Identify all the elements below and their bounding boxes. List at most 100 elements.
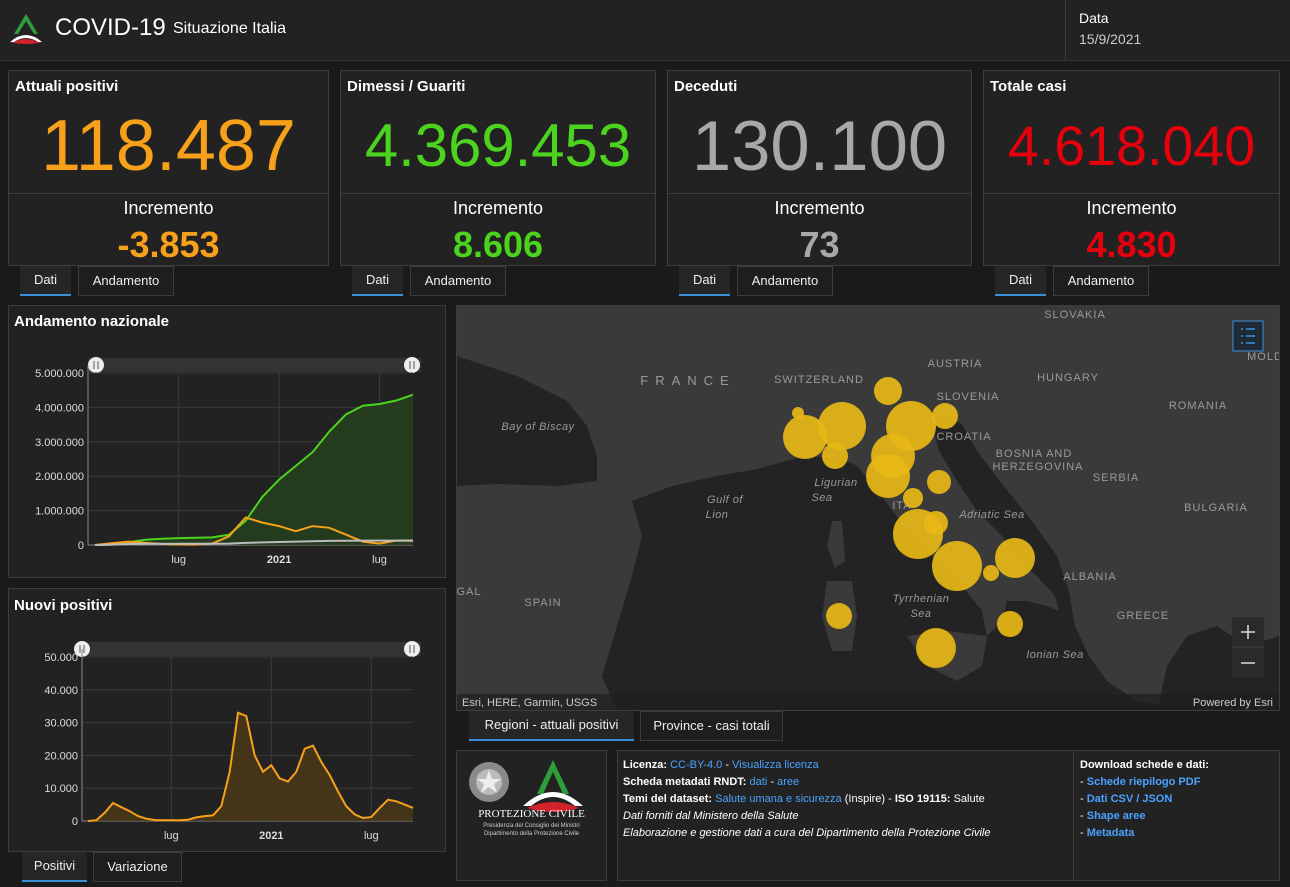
map-label: BOSNIA AND: [996, 448, 1073, 460]
link[interactable]: CC-BY-4.0: [670, 759, 723, 771]
area: [95, 394, 413, 545]
map-label: Sea: [910, 608, 931, 620]
map-label: Ligurian: [814, 477, 857, 489]
map-label: HUNGARY: [1037, 372, 1099, 384]
bullet: -: [1080, 810, 1084, 822]
map-label: GREECE: [1117, 610, 1169, 622]
slider-grip: [79, 645, 85, 653]
slider-handle[interactable]: [404, 641, 420, 657]
y-tick-label: 10.000: [44, 783, 78, 795]
download-link[interactable]: Metadata: [1086, 827, 1135, 839]
bullet: -: [1080, 793, 1084, 805]
value: Salute: [953, 793, 985, 805]
app-subtitle: Situazione Italia: [173, 20, 286, 37]
tab[interactable]: Dati: [995, 266, 1046, 296]
legend-button[interactable]: [1232, 320, 1264, 352]
delta-label: Incremento: [774, 198, 865, 218]
tab[interactable]: Regioni - attuali positivi: [469, 711, 634, 741]
map-label: BULGARIA: [1184, 502, 1248, 514]
slider-grip: [409, 645, 415, 653]
bullet: -: [1080, 776, 1084, 788]
slider-handle[interactable]: [88, 357, 104, 373]
chart: Andamento nazionale 0 1.000.000 2.000.000 3.…: [14, 313, 421, 566]
tab[interactable]: Andamento: [1053, 266, 1149, 296]
link[interactable]: Salute umana e sicurezza: [715, 793, 842, 805]
delta-value: 4.830: [1086, 224, 1177, 265]
delta-value: 8.606: [452, 224, 544, 265]
processing-line: Elaborazione e gestione dati a cura del …: [623, 827, 991, 839]
delta-label: Incremento: [452, 198, 544, 218]
delta-label: Incremento: [123, 198, 214, 218]
y-tick-label: 40.000: [44, 685, 78, 697]
link[interactable]: aree: [777, 776, 800, 788]
date-label: Data: [1079, 10, 1109, 26]
stat-card: Dimessi / Guariti 4.369.453 Incremento 8.60…: [340, 70, 656, 266]
link[interactable]: Visualizza licenza: [732, 759, 819, 771]
tab[interactable]: Dati: [679, 266, 730, 296]
range-slider[interactable]: [82, 642, 421, 656]
link[interactable]: dati: [749, 776, 768, 788]
y-tick-label: 5.000.000: [35, 368, 84, 380]
download-link[interactable]: Shape aree: [1086, 810, 1146, 822]
map-label: SWITZERLAND: [774, 374, 864, 386]
map-label: SERBIA: [1093, 472, 1139, 484]
y-tick-label: 3.000.000: [35, 437, 84, 449]
divider: [341, 193, 655, 194]
tab[interactable]: Province - casi totali: [640, 711, 783, 741]
tab[interactable]: Dati: [20, 266, 71, 296]
tab[interactable]: Positivi: [22, 852, 87, 882]
chart: Nuovi positivi 0 10.000 20.000 30.000 40.000 5…: [14, 597, 421, 842]
map-label: HERZEGOVINA: [992, 461, 1083, 473]
separator: -: [725, 759, 729, 771]
license-line: Licenza: CC-BY-4.0 - Visualizza licenza: [623, 759, 819, 771]
map-label: Tyrrhenian: [893, 593, 950, 605]
tab[interactable]: Dati: [352, 266, 403, 296]
line: [94, 393, 414, 546]
x-tick-label: 2021: [267, 554, 291, 566]
stat-card: Deceduti 130.100 Incremento 73: [667, 70, 972, 266]
zoom-controls[interactable]: [1232, 617, 1264, 677]
divider: [984, 193, 1279, 194]
map-label: SLOVENIA: [936, 391, 999, 403]
delta-label: Incremento: [1086, 198, 1177, 218]
range-slider[interactable]: [88, 358, 421, 372]
y-tick-label: 0: [78, 540, 84, 552]
date-value: 15/9/2021: [1079, 31, 1142, 47]
line: [87, 711, 414, 822]
tab[interactable]: Andamento: [737, 266, 833, 296]
label: ISO 19115:: [894, 793, 951, 805]
separator: [1073, 751, 1074, 880]
logo-line: Dipartimento della Protezione Civile: [483, 831, 580, 837]
label: Scheda metadati RNDT:: [623, 776, 747, 788]
slider-grip: [409, 361, 415, 369]
tab[interactable]: Variazione: [93, 852, 182, 882]
map-label: SLOVAKIA: [1044, 309, 1106, 321]
download-item: - Shape aree: [1080, 810, 1145, 822]
logo-line: Presidenza del Consiglio dei Ministri: [483, 823, 580, 829]
card-title: Attuali positivi: [15, 78, 119, 95]
slider-handle[interactable]: [404, 357, 420, 373]
map[interactable]: SLOVAKIA AUSTRIA HUNGARY ROMANIA SWITZER…: [457, 306, 1279, 711]
chart-title: Andamento nazionale: [14, 313, 169, 330]
slider-grip: [93, 361, 99, 369]
divider: [9, 193, 328, 194]
tab[interactable]: Andamento: [78, 266, 174, 296]
chart-title: Nuovi positivi: [14, 597, 112, 614]
attribution: Esri, HERE, Garmin, USGS: [462, 697, 597, 709]
separator: -: [770, 776, 775, 788]
tab[interactable]: Andamento: [410, 266, 506, 296]
note: (Inspire) -: [844, 793, 892, 805]
app-title: COVID-19: [55, 14, 166, 41]
download-link[interactable]: Schede riepilogo PDF: [1086, 776, 1201, 788]
download-link[interactable]: Dati CSV / JSON: [1086, 793, 1173, 805]
map-bubbles[interactable]: [783, 377, 1035, 668]
bullet: -: [1080, 827, 1084, 839]
y-tick-label: 4.000.000: [35, 402, 84, 414]
source-line: Dati forniti dal Ministero della Salute: [623, 810, 799, 822]
stat-card: Attuali positivi 118.487 Incremento -3.853: [8, 70, 329, 266]
app-logo: [10, 14, 42, 44]
area: [88, 712, 413, 821]
card-value: 4.618.040: [1007, 115, 1256, 177]
y-tick-label: 2.000.000: [35, 471, 84, 483]
map-label: MOLD: [1247, 351, 1279, 363]
